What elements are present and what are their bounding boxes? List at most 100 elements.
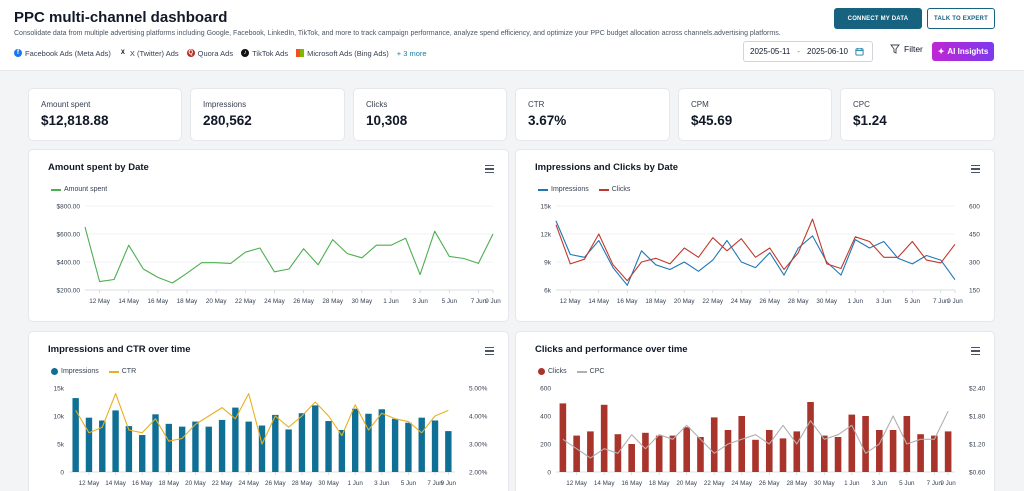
bar — [245, 421, 252, 472]
kpi-value: $12,818.88 — [41, 113, 109, 128]
menu-icon[interactable] — [485, 165, 494, 173]
bar — [205, 426, 212, 472]
y-tick-label: 0 — [547, 470, 551, 477]
bar — [655, 435, 663, 472]
x-tick-label: 5 Jun — [899, 480, 915, 487]
x-tick-label: 7 Jun — [933, 298, 949, 305]
x-tick-label: 16 May — [617, 298, 639, 305]
legend-swatch — [538, 368, 545, 375]
x-tick-label: 20 May — [674, 298, 696, 305]
kpi-label: CTR — [528, 100, 545, 109]
calendar-icon — [855, 47, 864, 56]
bar — [272, 414, 279, 472]
ai-insights-button[interactable]: ✦ AI Insights — [932, 42, 994, 61]
x-tick-label: 24 May — [264, 298, 286, 305]
x-tick-label: 24 May — [238, 480, 260, 487]
date-range-picker[interactable]: 2025-05-11 - 2025-06-10 — [743, 41, 873, 62]
ai-insights-label: AI Insights — [947, 47, 989, 56]
y-right-tick-label: $0.60 — [969, 470, 986, 477]
x-tick-label: 14 May — [594, 480, 616, 487]
x-tick-label: 5 Jun — [442, 298, 458, 305]
tiktok-icon: ♪ — [241, 49, 250, 57]
legend-item[interactable]: Clicks — [598, 186, 631, 193]
x-tick-label: 9 Jun — [485, 298, 501, 305]
source-microsoft[interactable]: Microsoft Ads (Bing Ads) — [296, 49, 389, 58]
kpi-value: 10,308 — [366, 113, 408, 128]
legend-item[interactable]: Amount spent — [51, 186, 107, 193]
bar — [944, 431, 952, 472]
x-tick-label: 18 May — [649, 480, 671, 487]
bar — [365, 413, 372, 472]
x-tick-label: 1 Jun — [844, 480, 860, 487]
menu-icon[interactable] — [485, 347, 494, 355]
x-tick-label: 22 May — [702, 298, 724, 305]
y-tick-label: 200 — [540, 442, 551, 449]
y-tick-label: 6k — [544, 288, 552, 295]
bar — [125, 426, 133, 472]
chart-card-amount-spent: $200.00 $400.00 $600.00 $800.00 12 May 14 May… — [28, 149, 509, 322]
kpi-label: Amount spent — [41, 100, 91, 109]
chart-legend: Amount spent — [51, 186, 107, 193]
x-tick-label: 1 Jun — [848, 298, 864, 305]
bar — [232, 407, 239, 472]
bar — [218, 419, 226, 472]
x-tick-label: 30 May — [352, 298, 374, 305]
talk-to-expert-button[interactable]: TALK TO EXPERT — [927, 8, 995, 29]
x-tick-label: 30 May — [816, 298, 838, 305]
legend-swatch — [576, 370, 587, 373]
y-tick-label: $200.00 — [57, 288, 81, 295]
y-right-tick-label: 150 — [969, 288, 980, 295]
source-facebook[interactable]: f Facebook Ads (Meta Ads) — [14, 49, 111, 58]
x-tick-label: 14 May — [105, 480, 127, 487]
connect-data-button[interactable]: CONNECT MY DATA — [834, 8, 922, 29]
legend-swatch — [538, 188, 548, 191]
x-tick-label: 26 May — [265, 480, 287, 487]
x-tick-label: 28 May — [788, 298, 810, 305]
legend-label: Clicks — [611, 186, 631, 193]
source-tiktok[interactable]: ♪ TikTok Ads — [241, 49, 288, 58]
y-right-tick-label: $1.80 — [969, 414, 986, 421]
filter-icon — [890, 44, 900, 54]
y-right-tick-label: 600 — [969, 204, 980, 211]
x-tick-label: 5 Jun — [905, 298, 921, 305]
data-sources: f Facebook Ads (Meta Ads) X X (Twitter) Ad… — [14, 47, 427, 59]
sparkle-icon: ✦ — [937, 47, 945, 56]
quora-icon: Q — [186, 49, 195, 57]
legend-item[interactable]: Impressions — [538, 186, 589, 193]
more-sources-link[interactable]: + 3 more — [396, 48, 427, 58]
bar — [834, 437, 842, 472]
menu-icon[interactable] — [971, 347, 980, 355]
x-tick-label: 7 Jun — [427, 480, 443, 487]
legend-item[interactable]: CPC — [576, 368, 604, 375]
filter-button[interactable]: Filter — [890, 44, 923, 54]
kpi-value: 280,562 — [203, 113, 252, 128]
series-line-cpc — [562, 411, 949, 459]
source-quora[interactable]: Q Quora Ads — [186, 49, 233, 58]
bar — [312, 405, 319, 472]
impressions-ctr-chart: 0 5k 10k 15k 2.00% 3.00% 4.00% 5.00% 12 May 14 Ma… — [54, 386, 488, 488]
kpi-label: Impressions — [203, 100, 247, 109]
bar — [724, 430, 732, 472]
y-tick-label: 9k — [544, 260, 552, 267]
x-icon: X — [120, 50, 125, 56]
legend-item[interactable]: CTR — [108, 368, 137, 375]
legend-label: CTR — [121, 368, 137, 375]
bar — [862, 416, 869, 472]
kpi-value: $45.69 — [691, 113, 733, 128]
source-x[interactable]: X X (Twitter) Ads — [119, 49, 179, 58]
amount-spent-chart: $200.00 $400.00 $600.00 $800.00 12 May 14 May… — [57, 204, 502, 306]
series-line-impressions — [555, 220, 956, 286]
legend-item[interactable]: Clicks — [538, 368, 567, 375]
x-tick-label: 12 May — [79, 480, 101, 487]
y-tick-label: 15k — [54, 386, 65, 393]
x-tick-label: 20 May — [676, 480, 698, 487]
y-tick-label: 12k — [541, 232, 552, 239]
legend-swatch — [108, 370, 119, 373]
legend-item[interactable]: Impressions — [51, 368, 99, 375]
x-tick-label: 22 May — [212, 480, 234, 487]
facebook-icon: f — [14, 49, 22, 57]
chart-card-impressions-ctr: 0 5k 10k 15k 2.00% 3.00% 4.00% 5.00% 12 May 14 Ma… — [28, 331, 509, 491]
y-tick-label: $800.00 — [57, 204, 81, 211]
date-start: 2025-05-11 — [750, 47, 791, 56]
menu-icon[interactable] — [971, 165, 980, 173]
